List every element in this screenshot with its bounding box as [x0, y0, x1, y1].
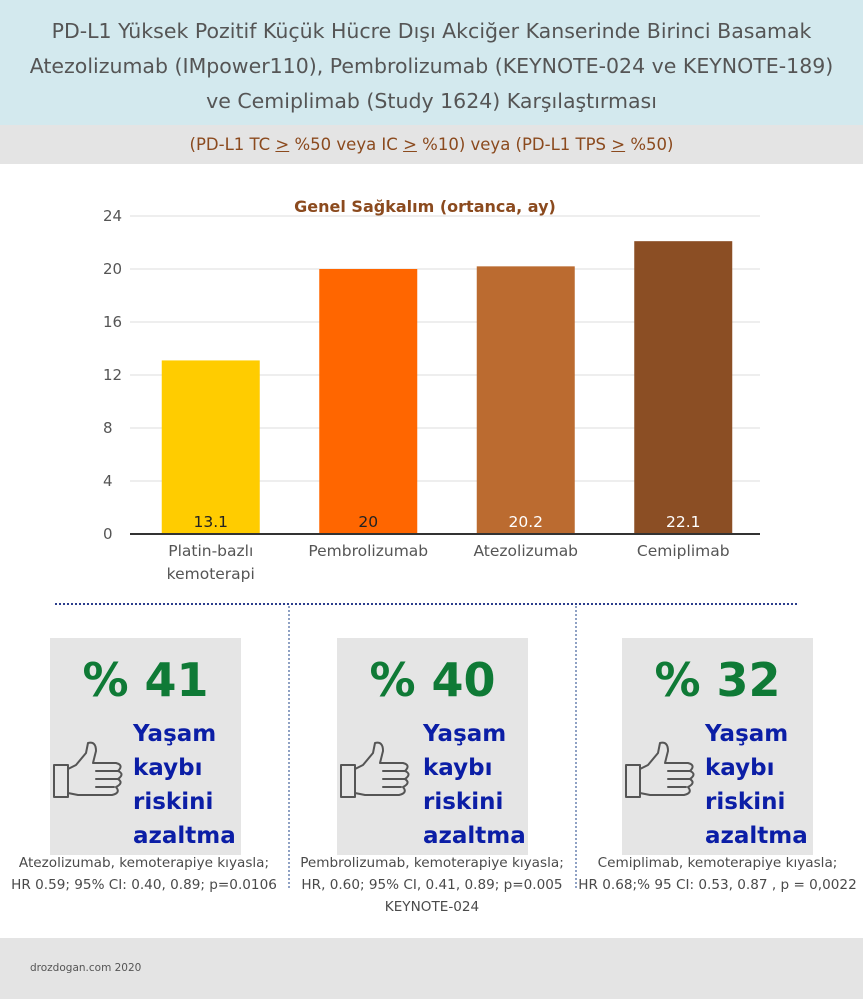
y-tick-label: 0 [103, 525, 113, 543]
note-pembrolizumab: Pembrolizumab, kemoterapiye kıyasla; HR,… [292, 852, 572, 918]
risk-text: Yaşam kaybı riskini azaltma [705, 717, 808, 853]
title-line-2: Atezolizumab (IMpower110), Pembrolizumab… [29, 54, 834, 78]
note-line: HR, 0.60; 95% CI, 0.41, 0.89; p=0.005 [301, 877, 563, 893]
risk-card-cemiplimab: % 32 Yaşam kaybı riskini azaltma [622, 638, 813, 855]
title-line-1: PD-L1 Yüksek Pozitif Küçük Hücre Dışı Ak… [51, 19, 812, 43]
ge-symbol: > [275, 135, 290, 154]
risk-card-pembrolizumab: % 40 Yaşam kaybı riskini azaltma [337, 638, 528, 855]
y-tick-label: 12 [103, 366, 122, 384]
data-label: 13.1 [193, 513, 228, 531]
site-credit: drozdogan.com 2020 [30, 962, 142, 974]
risk-line: Yaşam [423, 721, 507, 747]
x-tick-label: Cemiplimab [637, 542, 730, 560]
subtitle-part: (PD-L1 TC [189, 135, 276, 154]
column-divider-1 [288, 606, 290, 888]
risk-line: kaybı [705, 755, 775, 781]
risk-line: riskini [133, 789, 214, 815]
risk-line: azaltma [133, 823, 236, 849]
thumbs-up-icon [53, 741, 123, 798]
risk-line: Yaşam [133, 721, 217, 747]
subtitle: (PD-L1 TC > %50 veya IC > %10) veya (PD-… [0, 125, 863, 164]
risk-line: kaybı [423, 755, 493, 781]
overall-survival-bar-chart: 0 4 8 12 16 20 24 13.1 Platin-bazlı kemoterapi 20 P… [103, 197, 760, 583]
header-banner: PD-L1 Yüksek Pozitif Küçük Hücre Dışı Ak… [0, 0, 863, 125]
risk-line: Yaşam [705, 721, 789, 747]
data-label: 20.2 [508, 513, 543, 531]
subtitle-part: %50 veya IC [289, 135, 404, 154]
page-title: PD-L1 Yüksek Pozitif Küçük Hücre Dışı Ak… [10, 14, 853, 119]
footer-bar: drozdogan.com 2020 [0, 938, 863, 999]
risk-line: kaybı [133, 755, 203, 781]
note-line: HR 0.68;% 95 CI: 0.53, 0.87 , p = 0,0022 [578, 877, 857, 893]
note-cemiplimab: Cemiplimab, kemoterapiye kıyasla; HR 0.6… [576, 852, 859, 896]
subtitle-part: %10) veya (PD-L1 TPS [416, 135, 612, 154]
risk-reduction-percent: % 41 [82, 653, 209, 707]
x-tick-label: kemoterapi [167, 565, 255, 583]
y-tick-label: 4 [103, 472, 113, 490]
bar [634, 241, 733, 535]
note-line: HR 0.59; 95% CI: 0.40, 0.89; p=0.0106 [11, 877, 277, 893]
x-tick-label: Pembrolizumab [308, 542, 428, 560]
risk-text: Yaşam kaybı riskini azaltma [423, 717, 526, 853]
note-line: Pembrolizumab, kemoterapiye kıyasla; [300, 855, 564, 871]
x-tick-label: Platin-bazlı [168, 542, 253, 560]
ge-symbol: > [403, 135, 417, 154]
y-tick-label: 20 [103, 260, 122, 278]
thumbs-up-icon [625, 741, 695, 798]
risk-card-atezolizumab: % 41 Yaşam kaybı riskini azaltma [50, 638, 241, 855]
x-tick-label: Atezolizumab [473, 542, 578, 560]
note-line: Cemiplimab, kemoterapiye kıyasla; [597, 855, 838, 871]
risk-reduction-percent: % 32 [654, 653, 781, 707]
subtitle-part: %50) [625, 135, 674, 154]
y-tick-label: 24 [103, 207, 122, 225]
data-label: 22.1 [666, 513, 701, 531]
bar [161, 360, 260, 534]
subtitle-bar: (PD-L1 TC > %50 veya IC > %10) veya (PD-… [0, 125, 863, 164]
bar [319, 269, 418, 534]
chart-title: Genel Sağkalım (ortanca, ay) [294, 197, 556, 216]
note-line: KEYNOTE-024 [384, 899, 480, 915]
risk-line: riskini [705, 789, 786, 815]
thumbs-up-icon [340, 741, 410, 798]
risk-line: azaltma [705, 823, 808, 849]
y-tick-label: 16 [103, 313, 122, 331]
risk-text: Yaşam kaybı riskini azaltma [133, 717, 236, 853]
ge-symbol: > [611, 135, 626, 154]
bar [476, 266, 575, 534]
risk-reduction-percent: % 40 [369, 653, 496, 707]
risk-line: riskini [423, 789, 504, 815]
y-tick-label: 8 [103, 419, 113, 437]
data-label: 20 [358, 513, 378, 531]
note-atezolizumab: Atezolizumab, kemoterapiye kıyasla; HR 0… [6, 852, 282, 896]
column-divider-2 [575, 606, 577, 888]
title-line-3: ve Cemiplimab (Study 1624) Karşılaştırma… [206, 89, 657, 113]
risk-line: azaltma [423, 823, 526, 849]
note-line: Atezolizumab, kemoterapiye kıyasla; [18, 855, 270, 871]
section-divider [55, 603, 797, 605]
